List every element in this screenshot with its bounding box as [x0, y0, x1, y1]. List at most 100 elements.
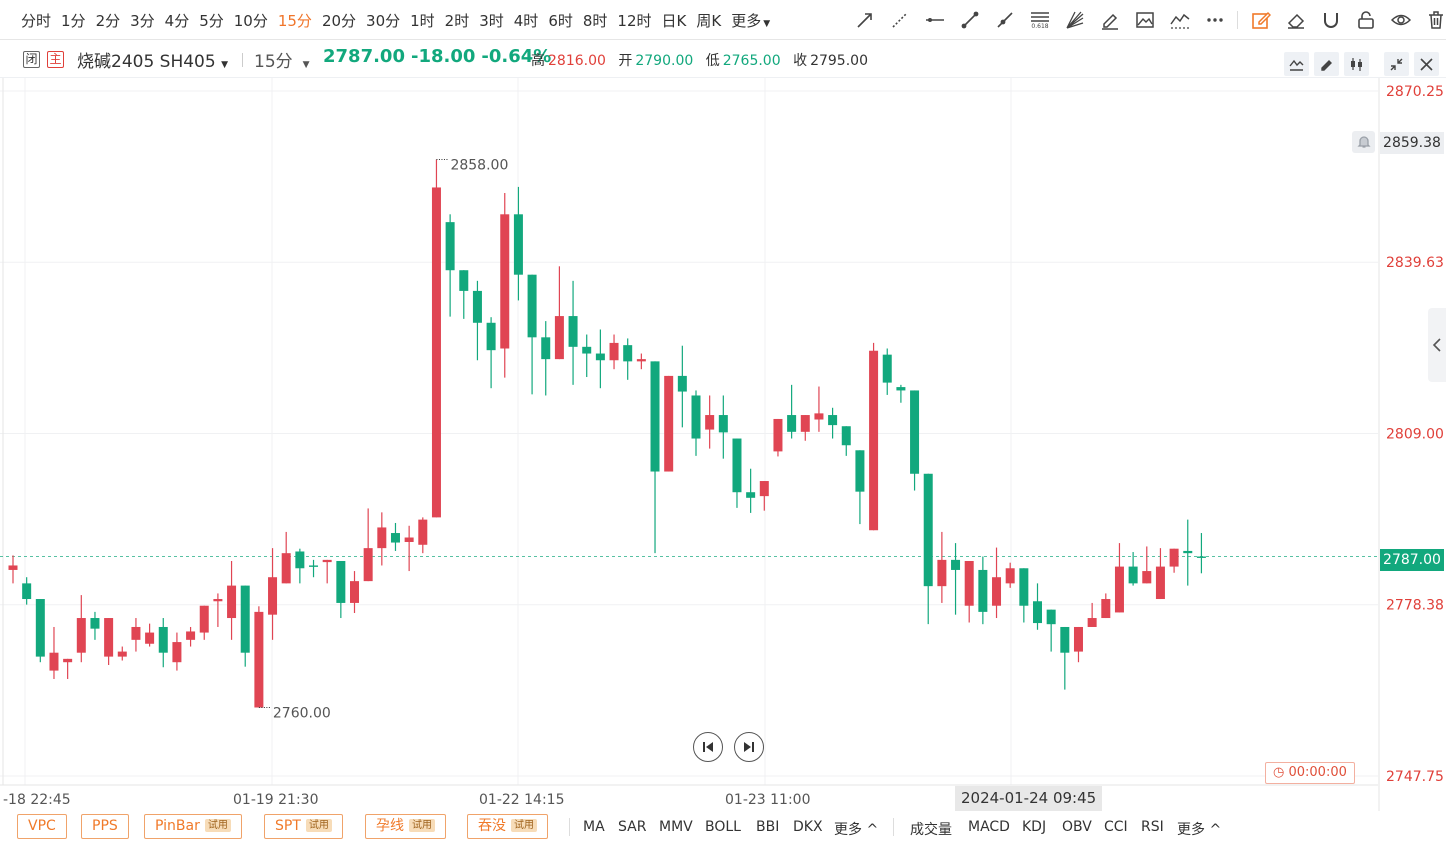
period-7[interactable]: 15分: [277, 11, 312, 30]
period-0[interactable]: 分时: [21, 11, 52, 30]
main-indicator-4[interactable]: BBI: [756, 819, 780, 835]
jump-start-button[interactable]: [693, 732, 723, 762]
chevron-left-icon[interactable]: [1428, 308, 1446, 382]
fibonacci-icon[interactable]: 0.618: [1025, 6, 1054, 34]
period-8[interactable]: 20分: [321, 11, 357, 30]
signal-button-3[interactable]: SPT 试用: [264, 814, 343, 839]
low-label: 低: [705, 53, 720, 69]
candle-body: [923, 473, 933, 587]
candle-style-icon[interactable]: [1344, 52, 1369, 76]
signal-button-1[interactable]: PPS: [81, 814, 129, 839]
candle-body: [828, 415, 838, 426]
period-3[interactable]: 3分: [130, 11, 155, 30]
main-indicator-2[interactable]: MMV: [659, 819, 693, 835]
segment-icon[interactable]: [955, 6, 984, 34]
candle-body: [609, 342, 619, 361]
candle-body: [513, 214, 523, 275]
signal-button-4[interactable]: 孕线 试用: [365, 814, 446, 839]
time-axis-label: 01-19 21:30: [233, 792, 318, 808]
jump-end-button[interactable]: [734, 732, 764, 762]
eye-icon[interactable]: [1386, 6, 1415, 34]
sub-indicator-3[interactable]: OBV: [1062, 819, 1092, 835]
candle-body: [841, 426, 851, 446]
lock-icon[interactable]: [1351, 6, 1380, 34]
main-indicator-1[interactable]: SAR: [618, 819, 647, 835]
candle-body: [158, 626, 168, 653]
ray-icon[interactable]: [990, 6, 1019, 34]
period-14[interactable]: 6时: [548, 11, 573, 30]
time-axis-label: 01-22 14:15: [479, 792, 564, 808]
period-1[interactable]: 1分: [61, 11, 86, 30]
signal-button-0[interactable]: VPC: [17, 814, 67, 839]
close-icon[interactable]: [1414, 52, 1439, 76]
candlestick-chart[interactable]: 2870.25 2839.63 2809.00 2778.38 2747.75 -18 2…: [0, 78, 1446, 811]
period-10[interactable]: 1时: [410, 11, 435, 30]
collapse-icon[interactable]: [1384, 52, 1409, 76]
top-toolbar: 分时 1分 2分 3分 4分 5分 10分 15分 20分 30分 1时 2时 3时 4时 6时 8时 12时日…: [0, 0, 1446, 40]
period-16[interactable]: 12时: [617, 11, 652, 30]
candle-body: [90, 618, 100, 629]
eraser-icon[interactable]: [1281, 6, 1310, 34]
candle-body: [554, 316, 564, 360]
open-label: 开: [618, 53, 633, 69]
draw-settings-icon[interactable]: [1314, 52, 1339, 76]
period-5[interactable]: 5分: [199, 11, 224, 30]
close-value: 2795.00: [810, 53, 868, 69]
period-13[interactable]: 4时: [513, 11, 539, 30]
sub-indicator-0[interactable]: 成交量: [910, 822, 952, 838]
more-dots-icon[interactable]: [1200, 6, 1229, 34]
period-2[interactable]: 2分: [95, 11, 121, 30]
candle-body: [650, 361, 660, 472]
main-indicator-3[interactable]: BOLL: [705, 819, 741, 835]
candle-body: [322, 559, 332, 563]
arrow-line-icon[interactable]: [850, 6, 879, 34]
period-9[interactable]: 30分: [366, 11, 401, 30]
main-indicator-0[interactable]: MA: [583, 819, 605, 835]
period-12[interactable]: 3时: [479, 11, 504, 30]
image-icon[interactable]: [1130, 6, 1159, 34]
period-17[interactable]: 日K: [661, 11, 687, 30]
interval-selector[interactable]: 15分 ▼: [254, 47, 310, 72]
horizontal-line-icon[interactable]: [920, 6, 949, 34]
indicator-settings-icon[interactable]: [1284, 52, 1309, 76]
candle-body: [1046, 609, 1056, 625]
edit-icon[interactable]: [1246, 6, 1275, 34]
pencil-icon[interactable]: [1095, 6, 1124, 34]
info-divider: [242, 53, 243, 67]
candle-body: [787, 415, 797, 432]
period-more-dropdown[interactable]: 更多 ▼: [726, 10, 775, 31]
signal-button-2[interactable]: PinBar 试用: [144, 814, 242, 839]
main-indicator-more-0[interactable]: 更多 ^: [834, 822, 879, 838]
period-6[interactable]: 10分: [233, 11, 268, 30]
chevron-down-icon: ▼: [221, 60, 229, 70]
fan-icon[interactable]: [1060, 6, 1089, 34]
candle-body: [145, 632, 155, 644]
magnet-icon[interactable]: [1316, 6, 1345, 34]
sub-indicator-5[interactable]: RSI: [1141, 819, 1164, 835]
sub-indicator-1[interactable]: MACD: [968, 819, 1010, 835]
signal-label: PPS: [92, 818, 118, 834]
wave-icon[interactable]: [1165, 6, 1194, 34]
main-indicator-5[interactable]: DKX: [793, 819, 823, 835]
sub-indicator-4[interactable]: CCI: [1104, 819, 1128, 835]
period-15[interactable]: 8时: [582, 11, 608, 30]
period-18[interactable]: 周K: [696, 11, 722, 30]
period-11[interactable]: 2时: [444, 11, 470, 30]
alert-bell-icon[interactable]: [1352, 131, 1375, 153]
dotted-line-icon[interactable]: [885, 6, 914, 34]
period-4[interactable]: 4分: [164, 11, 190, 30]
svg-text:0.618: 0.618: [1031, 23, 1048, 30]
sub-indicator-more-0[interactable]: 更多 ^: [1177, 822, 1222, 838]
candle-body: [527, 274, 537, 338]
candle-body: [186, 631, 196, 640]
candle-body: [951, 559, 961, 570]
trash-icon[interactable]: [1421, 6, 1446, 34]
candle-body: [636, 359, 646, 362]
sub-indicator-2[interactable]: KDJ: [1022, 819, 1047, 835]
symbol-selector[interactable]: 烧碱2405 SH405 ▼: [77, 47, 228, 72]
last-price: 2787.00: [323, 46, 405, 67]
signal-button-5[interactable]: 吞没 试用: [467, 814, 548, 839]
candle-body: [1060, 626, 1070, 653]
candle-body: [472, 290, 482, 323]
candle-body: [1073, 626, 1083, 652]
